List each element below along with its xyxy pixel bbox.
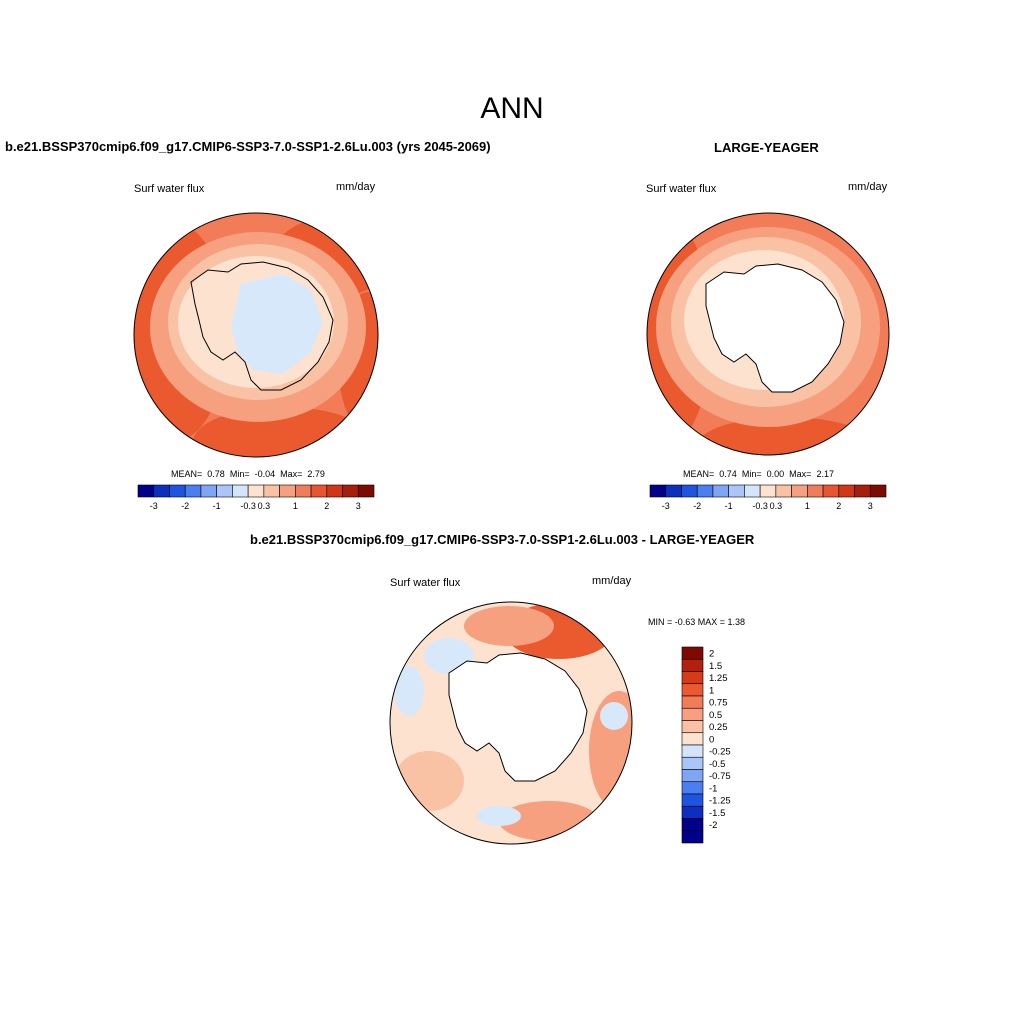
panel1-stats: MEAN= 0.78 Min= -0.04 Max= 2.79 xyxy=(171,469,325,479)
panel1-colorbar: -3 -2 -1 -0.3 0.3 1 2 3 xyxy=(137,484,375,511)
main-title: ANN xyxy=(480,92,544,125)
colorbar-tick-label: 1 xyxy=(709,685,714,696)
colorbar-swatch xyxy=(681,732,704,746)
colorbar-tick-label: 0.5 xyxy=(709,710,722,721)
colorbar-tick-label: 1.5 xyxy=(709,661,722,672)
colorbar-swatch xyxy=(681,756,704,770)
panel2-antarctica-outline xyxy=(705,263,845,393)
colorbar-tick-label: 1 xyxy=(805,501,810,511)
colorbar-tick-label: -1.25 xyxy=(709,796,731,807)
colorbar-tick-label: -1 xyxy=(213,501,221,511)
colorbar-swatch xyxy=(216,484,233,498)
colorbar-tick-label: 2 xyxy=(324,501,329,511)
colorbar-swatch xyxy=(696,484,714,498)
colorbar-swatch xyxy=(169,484,186,498)
colorbar-tick-label: -2 xyxy=(181,501,189,511)
colorbar-swatch xyxy=(728,484,745,498)
colorbar-swatch xyxy=(681,720,704,734)
panel1-units-label: mm/day xyxy=(336,181,376,193)
colorbar-swatch xyxy=(665,484,682,498)
colorbar-tick-label: 2 xyxy=(709,649,714,660)
colorbar-swatch xyxy=(232,484,249,498)
colorbar-swatch xyxy=(775,484,792,498)
colorbar-tick-label: 0.75 xyxy=(709,698,728,709)
panel3-minmax-text: MIN = -0.63 MAX = 1.38 xyxy=(648,617,746,627)
panel2-map xyxy=(646,212,890,456)
colorbar-swatch xyxy=(295,484,312,498)
panel2-units-label: mm/day xyxy=(848,181,888,193)
colorbar-swatch xyxy=(681,830,704,844)
colorbar-tick-label: 0 xyxy=(709,734,714,745)
colorbar-tick-label: 2 xyxy=(836,501,841,511)
panel1-antarctica-outline xyxy=(190,261,334,391)
panel1-title: b.e21.BSSP370cmip6.f09_g17.CMIP6-SSP3-7.… xyxy=(5,139,491,154)
colorbar-tick-label: -0.3 xyxy=(752,501,768,511)
panel3-colorbar: 21.51.251 0.750.50.250 -0.25-0.5-0.75-1 -1.… xyxy=(681,646,731,844)
panel3-antarctica-outline xyxy=(448,652,588,782)
colorbar-swatch xyxy=(681,658,704,672)
colorbar-tick-label: 1 xyxy=(293,501,298,511)
colorbar-swatch xyxy=(247,484,265,498)
colorbar-swatch xyxy=(681,805,704,819)
colorbar-swatch xyxy=(137,484,155,498)
colorbar-tick-label: 3 xyxy=(356,501,361,511)
colorbar-swatch xyxy=(712,484,729,498)
panel3-units-label: mm/day xyxy=(592,575,632,587)
colorbar-swatch xyxy=(744,484,761,498)
colorbar-swatch xyxy=(200,484,217,498)
colorbar-swatch xyxy=(681,818,704,832)
colorbar-swatch xyxy=(681,744,704,758)
colorbar-tick-label: -1 xyxy=(709,783,717,794)
panel3-variable-label: Surf water flux xyxy=(390,577,461,589)
colorbar-tick-label: -3 xyxy=(150,501,158,511)
colorbar-tick-label: -0.5 xyxy=(709,759,725,770)
panel1-map xyxy=(133,212,379,458)
colorbar-swatch xyxy=(184,484,202,498)
colorbar-swatch xyxy=(649,484,667,498)
colorbar-tick-label: -0.3 xyxy=(240,501,256,511)
colorbar-swatch xyxy=(681,646,704,660)
colorbar-swatch xyxy=(681,484,698,498)
colorbar-tick-label: 0.3 xyxy=(258,501,271,511)
colorbar-swatch xyxy=(681,793,704,807)
colorbar-swatch xyxy=(869,484,887,498)
panel1-variable-label: Surf water flux xyxy=(134,183,205,195)
panel3-map xyxy=(389,601,633,845)
colorbar-swatch xyxy=(681,769,704,783)
colorbar-swatch xyxy=(681,781,704,795)
colorbar-swatch xyxy=(357,484,375,498)
panel2-stats: MEAN= 0.74 Min= 0.00 Max= 2.17 xyxy=(683,469,834,479)
colorbar-swatch xyxy=(838,484,855,498)
panel3-title: b.e21.BSSP370cmip6.f09_g17.CMIP6-SSP3-7.… xyxy=(250,532,755,547)
colorbar-swatch xyxy=(681,683,704,697)
colorbar-tick-label: -1.5 xyxy=(709,808,725,819)
panel2-variable-label: Surf water flux xyxy=(646,183,717,195)
colorbar-swatch xyxy=(822,484,840,498)
colorbar-swatch xyxy=(326,484,343,498)
colorbar-swatch xyxy=(279,484,296,498)
colorbar-tick-label: 3 xyxy=(868,501,873,511)
panel2-colorbar: -3 -2 -1 -0.3 0.3 1 2 3 xyxy=(649,484,887,511)
colorbar-tick-label: -0.75 xyxy=(709,771,731,782)
colorbar-swatch xyxy=(263,484,280,498)
colorbar-tick-label: 0.3 xyxy=(770,501,783,511)
colorbar-swatch xyxy=(807,484,824,498)
colorbar-swatch xyxy=(681,671,704,685)
colorbar-swatch xyxy=(681,695,704,709)
panel2-title: LARGE-YEAGER xyxy=(714,140,819,155)
colorbar-swatch xyxy=(759,484,777,498)
colorbar-tick-label: 1.25 xyxy=(709,673,728,684)
colorbar-swatch xyxy=(681,707,704,721)
colorbar-swatch xyxy=(342,484,359,498)
colorbar-tick-label: -2 xyxy=(693,501,701,511)
colorbar-swatch xyxy=(854,484,871,498)
colorbar-tick-label: -2 xyxy=(709,820,717,831)
colorbar-swatch xyxy=(153,484,170,498)
colorbar-swatch xyxy=(791,484,808,498)
colorbar-tick-label: -1 xyxy=(725,501,733,511)
colorbar-tick-label: 0.25 xyxy=(709,722,728,733)
colorbar-tick-label: -3 xyxy=(662,501,670,511)
colorbar-tick-label: -0.25 xyxy=(709,747,731,758)
colorbar-swatch xyxy=(310,484,328,498)
